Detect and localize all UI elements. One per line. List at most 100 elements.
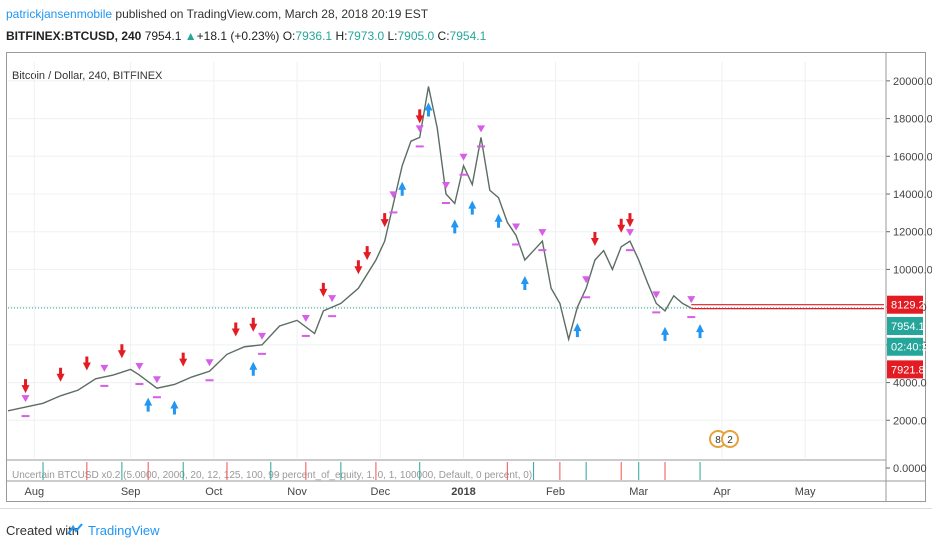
x-tick-label: Mar [629, 486, 648, 498]
signal-marker-icon [477, 125, 486, 133]
price-tag-lower-bg [887, 360, 923, 379]
buy-arrow-icon [450, 219, 459, 234]
sell-arrow-icon [354, 260, 363, 275]
price-tag-last: 7954.1 [891, 321, 925, 333]
x-tick-label: Dec [371, 486, 391, 498]
price-change: +18.1 (+0.23%) [196, 29, 280, 43]
sell-arrow-icon [380, 213, 389, 228]
open-value: 7936.1 [295, 29, 333, 43]
signal-bar [582, 296, 591, 299]
buy-arrow-icon [468, 200, 477, 215]
signal-bar [459, 173, 468, 176]
signal-marker-icon [625, 229, 634, 237]
signal-marker-icon [415, 125, 424, 133]
y-tick-label: 10000.0 [893, 264, 932, 276]
signal-bar [301, 334, 310, 337]
chart-title: Bitcoin / Dollar, 240, BITFINEX [12, 70, 163, 82]
price-tag-last-bg [887, 317, 923, 335]
sell-arrow-icon [179, 352, 188, 367]
sell-arrow-icon [56, 367, 65, 382]
sell-arrow-icon [231, 322, 240, 337]
price-tag-upper: 8129.2 [891, 300, 925, 312]
signal-marker-icon [301, 314, 310, 322]
close-label: C: [437, 29, 450, 43]
publish-line: patrickjansenmobile published on Trading… [6, 7, 428, 21]
buy-arrow-icon [494, 213, 503, 228]
last-price: 7954.1 [144, 29, 182, 43]
signal-bar [415, 145, 424, 148]
sell-arrow-icon [415, 109, 424, 124]
x-tick-label: Feb [546, 486, 565, 498]
buy-arrow-icon [520, 276, 529, 290]
sell-arrow-icon [117, 344, 126, 359]
signal-marker-icon [442, 182, 450, 189]
indicator-label: Uncertain BTCUSD x0.2 (5.0000, 2000, 20,… [12, 470, 532, 481]
sell-arrow-icon [363, 246, 372, 261]
signal-bar [258, 352, 267, 355]
signal-marker-icon [328, 295, 337, 303]
signal-marker-icon [21, 395, 30, 403]
symbol-line: BITFINEX:BTCUSD, 240 7954.1 ▲+18.1 (+0.2… [6, 29, 486, 43]
sell-arrow-icon [617, 218, 626, 233]
x-tick-label: Apr [713, 486, 730, 498]
footer: Created with TradingView [0, 508, 932, 551]
y-tick-label: 2000.0 [893, 415, 927, 427]
signal-bar [652, 311, 661, 314]
countdown-tag: 02:40:27 [891, 342, 932, 354]
x-tick-label: Sep [121, 486, 141, 498]
event-badge-icon[interactable] [721, 430, 739, 448]
signal-bar [477, 145, 486, 148]
signal-bar [100, 384, 109, 387]
buy-arrow-icon [144, 397, 153, 412]
signal-bar [205, 379, 214, 382]
signal-marker-icon [258, 332, 267, 340]
signal-marker-icon [538, 229, 547, 237]
buy-arrow-icon [573, 323, 582, 338]
low-value: 7905.0 [397, 29, 435, 43]
signal-bar [135, 383, 144, 386]
buy-arrow-icon [170, 400, 179, 415]
signal-marker-icon [389, 191, 398, 199]
signal-marker-icon [135, 363, 144, 371]
signal-bar [687, 316, 696, 319]
author-link[interactable]: patrickjansenmobile [6, 7, 113, 21]
buy-arrow-icon [424, 102, 433, 117]
signal-bar [389, 211, 398, 214]
signal-marker-icon [152, 376, 161, 384]
y-tick-label: 14000.0 [893, 189, 932, 201]
sell-arrow-icon [625, 213, 634, 228]
x-tick-label: 2018 [451, 486, 475, 498]
signal-bar [328, 315, 337, 318]
sell-arrow-icon [249, 317, 258, 332]
countdown-tag-bg [887, 337, 923, 356]
publish-info: published on TradingView.com, March 28, … [115, 7, 429, 21]
signal-bar [442, 202, 450, 204]
tradingview-link[interactable]: TradingView [88, 523, 160, 538]
sell-arrow-icon [319, 282, 328, 297]
signal-marker-icon [582, 276, 591, 284]
high-value: 7973.0 [347, 29, 385, 43]
y-tick-label: 20000.0 [893, 76, 932, 88]
x-tick-label: Aug [24, 486, 44, 498]
tradingview-logo-icon [67, 523, 83, 535]
symbol: BITFINEX:BTCUSD, 240 [6, 29, 142, 43]
y-tick-label: 4000.0 [893, 378, 927, 390]
price-tag-lower: 7921.8 [891, 364, 925, 376]
y-tick-label: 12000.0 [893, 227, 932, 239]
event-badge-count: 2 [727, 435, 733, 446]
close-value: 7954.1 [449, 29, 487, 43]
low-label: L: [387, 29, 398, 43]
signal-marker-icon [100, 364, 109, 372]
x-tick-label: May [795, 486, 816, 498]
created-with-label: Created with [6, 523, 79, 538]
buy-arrow-icon [398, 181, 407, 196]
signal-marker-icon [687, 296, 696, 304]
sell-arrow-icon [590, 232, 599, 246]
signal-marker-icon [459, 153, 468, 161]
buy-arrow-icon [661, 326, 669, 341]
event-badge-count: 8 [715, 435, 721, 446]
x-tick-label: Oct [205, 486, 222, 498]
up-triangle-icon: ▲ [184, 29, 197, 43]
indicator-tick-label: 0.0000 [893, 463, 927, 475]
